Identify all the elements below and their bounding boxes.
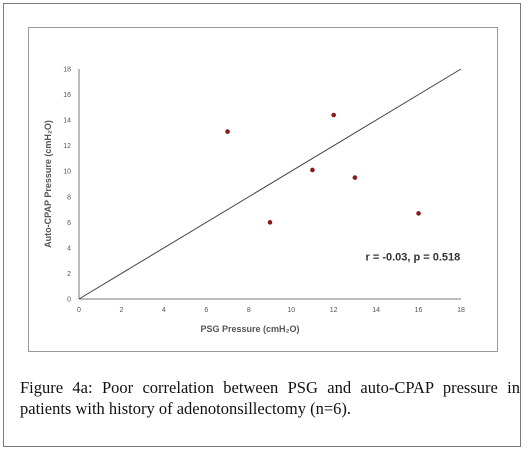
y-tick-label: 10 xyxy=(63,169,71,176)
chart-box: 0 2 4 6 8 10 12 14 16 18 0 2 4 6 8 10 12 14 16 18 r = -0.03… xyxy=(28,27,498,352)
y-tick-label: 8 xyxy=(67,194,71,201)
y-axis-title: Auto-CPAP Pressure (cmH₂O) xyxy=(43,120,53,248)
caption-text: Poor correlation between PSG and auto-CP… xyxy=(20,378,520,418)
y-tick-label: 14 xyxy=(63,118,71,125)
correlation-annotation: r = -0.03, p = 0.518 xyxy=(366,252,461,264)
data-point xyxy=(225,129,230,134)
data-point xyxy=(352,175,358,180)
caption-label: Figure 4a: xyxy=(20,378,93,397)
data-point xyxy=(331,112,336,118)
x-axis-title: PSG Pressure (cmH₂O) xyxy=(200,324,299,334)
x-tick-label: 4 xyxy=(162,307,166,314)
x-tick-label: 8 xyxy=(247,307,251,314)
reference-line xyxy=(78,68,462,300)
reference-line-group xyxy=(78,68,462,300)
axes xyxy=(78,69,461,300)
scatter-plot: 0 2 4 6 8 10 12 14 16 18 0 2 4 6 8 10 12 14 16 18 r = -0.03… xyxy=(43,67,465,335)
x-tick-label: 10 xyxy=(287,307,295,314)
x-tick-label: 18 xyxy=(457,307,465,314)
y-tick-label: 2 xyxy=(67,271,71,278)
x-tick-label: 2 xyxy=(119,307,123,314)
x-tick-label: 12 xyxy=(330,307,338,314)
x-tick-label: 6 xyxy=(204,307,208,314)
data-point xyxy=(416,211,421,216)
y-tick-label: 16 xyxy=(63,92,71,99)
data-points xyxy=(225,112,421,225)
y-tick-label: 12 xyxy=(63,143,71,150)
tick-labels: 0 2 4 6 8 10 12 14 16 18 0 2 4 6 8 10 12 14 16 18 xyxy=(63,67,465,315)
y-tick-label: 18 xyxy=(63,67,71,74)
y-tick-label: 4 xyxy=(67,245,71,252)
y-tick-label: 6 xyxy=(67,220,71,227)
data-point xyxy=(267,220,273,225)
x-tick-label: 16 xyxy=(415,307,423,314)
x-tick-label: 14 xyxy=(372,307,380,314)
figure-caption: Figure 4a: Poor correlation between PSG … xyxy=(20,377,520,419)
x-tick-label: 0 xyxy=(77,307,81,314)
y-tick-label: 0 xyxy=(67,297,71,304)
data-point xyxy=(310,167,315,173)
figure-frame: 0 2 4 6 8 10 12 14 16 18 0 2 4 6 8 10 12 14 16 18 r = -0.03… xyxy=(3,3,521,447)
